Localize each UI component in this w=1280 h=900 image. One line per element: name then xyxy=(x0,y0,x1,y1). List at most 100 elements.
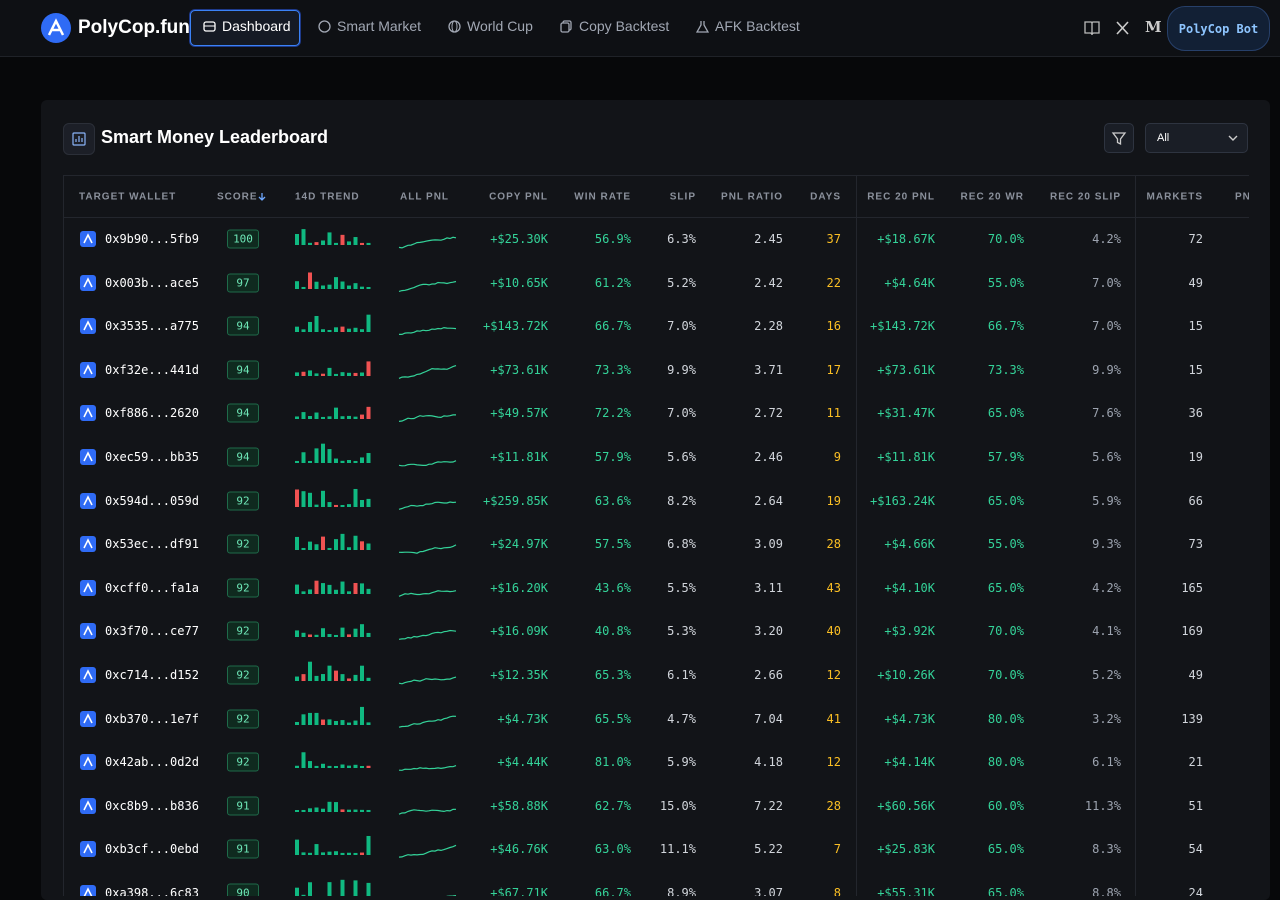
table-cell: +$143.72K xyxy=(869,319,935,334)
column-header: MARKETS xyxy=(1146,191,1203,203)
wallet[interactable]: 0x53ec...df91 xyxy=(105,537,199,552)
wallet[interactable]: 0xf32e...441d xyxy=(105,362,199,377)
nav-item[interactable]: AFK Backtest xyxy=(696,18,800,34)
wallet[interactable]: 0xc8b9...b836 xyxy=(105,798,199,813)
table-cell: 6.1% xyxy=(667,668,696,682)
table-cell: 3.2% xyxy=(1092,711,1121,726)
table-cell: 8.8% xyxy=(1092,886,1121,896)
sparklines xyxy=(295,624,457,641)
sparklines xyxy=(295,534,457,555)
column-header: DAYS xyxy=(810,191,841,203)
table-cell: 73 xyxy=(1188,537,1203,552)
label: Copy Backtest xyxy=(579,18,670,34)
table-cell: 66.7% xyxy=(594,886,631,896)
table-cell: +$16.20K xyxy=(490,580,548,595)
icon xyxy=(318,19,331,33)
wallet[interactable]: 0xa398...6c83 xyxy=(105,886,199,896)
leaderboard-table: TARGET WALLET SCORE 14D TREND ALL PNL COPY P… xyxy=(63,175,1249,896)
table-cell: +$46.76K xyxy=(490,842,548,857)
wallet[interactable]: 0xb370...1e7f xyxy=(105,711,199,726)
table-cell: 165 xyxy=(1181,580,1203,595)
social-icons[interactable]: M xyxy=(1084,19,1164,37)
score-badge: 94 xyxy=(227,403,259,423)
wallet-icon xyxy=(80,667,96,683)
wallet-icon xyxy=(80,405,96,422)
wallet[interactable]: 0xec59...bb35 xyxy=(105,450,199,464)
table-cell: 65.0% xyxy=(987,886,1024,896)
filter-button[interactable] xyxy=(1104,123,1134,153)
nav-item[interactable]: Copy Backtest xyxy=(560,18,669,34)
wallet-icon xyxy=(80,754,96,771)
wallet-icon xyxy=(80,710,96,727)
table-cell: 56.9% xyxy=(594,232,631,246)
wallet-icon xyxy=(80,492,96,509)
wallet-icon xyxy=(80,841,96,858)
sparklines xyxy=(295,580,457,597)
svg-text:M: M xyxy=(1145,19,1162,36)
separator xyxy=(64,217,1249,218)
table-cell: 66.7% xyxy=(987,319,1024,334)
wallet[interactable]: 0x594d...059d xyxy=(105,493,199,508)
sparklines xyxy=(295,836,457,859)
wallet[interactable]: 0x42ab...0d2d xyxy=(105,755,199,770)
table-cell: 41 xyxy=(826,711,841,726)
table-cell: 43 xyxy=(826,580,841,595)
nav-active[interactable] xyxy=(190,10,300,46)
wallet[interactable]: 0x3535...a775 xyxy=(105,319,199,334)
column-header: PNL RATIO xyxy=(721,191,783,203)
wallet[interactable]: 0x9b90...5fb9 xyxy=(105,232,199,246)
column-header: COPY PNL xyxy=(489,191,548,203)
table-cell: 6.3% xyxy=(667,232,696,246)
sparklines xyxy=(295,229,457,249)
table-cell: 12 xyxy=(826,755,841,770)
brand[interactable]: PolyCop.fun xyxy=(78,17,190,38)
table-cell: 55.0% xyxy=(987,275,1024,290)
table-cell: +$4.44K xyxy=(497,755,548,770)
wallet[interactable]: 0x3f70...ce77 xyxy=(105,624,199,639)
score-badge: 91 xyxy=(227,796,259,816)
table-cell: 8.9% xyxy=(667,886,696,896)
score-badge: 92 xyxy=(227,709,259,729)
wallet-icon xyxy=(80,885,96,896)
wallet[interactable]: 0xcff0...fa1a xyxy=(105,580,199,595)
filter-select[interactable]: All xyxy=(1145,123,1248,153)
wallet[interactable]: 0xf886...2620 xyxy=(105,406,199,421)
score-badge: 90 xyxy=(227,883,259,896)
nav-item[interactable]: Dashboard xyxy=(203,18,291,34)
table-cell: 5.3% xyxy=(667,624,696,639)
table-cell: 7.22 xyxy=(754,798,783,813)
table-cell: +$11.81K xyxy=(490,450,548,464)
table-cell: +$24.97K xyxy=(490,537,548,552)
panel-title: Smart Money Leaderboard xyxy=(101,127,329,147)
table-cell: 2.42 xyxy=(754,275,783,290)
column-header: REC 20 WR xyxy=(960,191,1024,203)
table-cell: 37 xyxy=(826,232,841,246)
sparklines xyxy=(295,661,457,685)
table-cell: 22 xyxy=(826,275,841,290)
table-cell: 9 xyxy=(833,450,841,464)
column-header: SLIP xyxy=(669,191,696,203)
score-badge: 92 xyxy=(227,665,259,685)
table-cell: 70.0% xyxy=(987,232,1024,246)
table-cell: +$4.14K xyxy=(884,755,935,770)
table-cell: +$73.61K xyxy=(490,362,548,377)
sparklines xyxy=(295,361,457,379)
nav-item[interactable]: World Cup xyxy=(448,18,533,34)
table-cell: 36 xyxy=(1188,406,1203,421)
table-cell: 4.18 xyxy=(754,755,783,770)
table-cell: 5.9% xyxy=(667,755,696,770)
table-cell: 49 xyxy=(1188,668,1203,682)
table-cell: 5.5% xyxy=(667,580,696,595)
table-cell: 9.3% xyxy=(1092,537,1121,552)
table-cell: 2.72 xyxy=(754,406,783,421)
table-cell: 57.5% xyxy=(594,537,631,552)
wallet[interactable]: 0xb3cf...0ebd xyxy=(105,842,199,857)
score-badge: 92 xyxy=(227,621,259,641)
table-cell: +$12.35K xyxy=(490,668,548,682)
table-cell: 3.09 xyxy=(754,537,783,552)
bot-button[interactable]: PolyCop Bot xyxy=(1167,6,1270,51)
nav-item[interactable]: Smart Market xyxy=(318,18,421,34)
wallet[interactable]: 0xc714...d152 xyxy=(105,668,199,682)
wallet[interactable]: 0x003b...ace5 xyxy=(105,275,199,290)
table-cell: 11.1% xyxy=(659,842,696,857)
